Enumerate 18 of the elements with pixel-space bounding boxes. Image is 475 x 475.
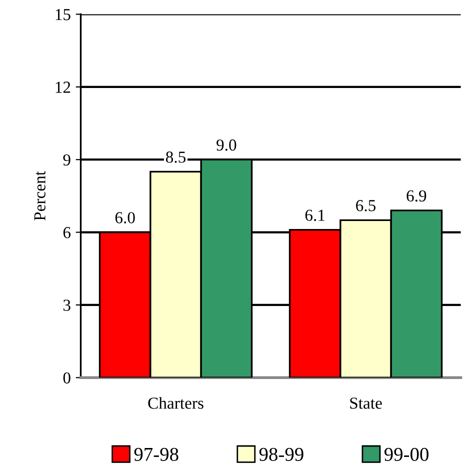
y-tick-label: 3 — [63, 300, 70, 311]
data-label: 6.9 — [406, 190, 426, 202]
data-label: 6.5 — [356, 200, 376, 212]
y-tick-label: 0 — [63, 372, 70, 384]
x-tick-label: Charters — [148, 397, 204, 409]
legend-label: 97-98 — [134, 448, 178, 461]
y-tick-label: 15 — [56, 9, 70, 20]
data-label: 6.1 — [305, 210, 324, 221]
legend-label: 99-00 — [384, 448, 428, 461]
y-axis-title: Percent — [34, 171, 46, 220]
y-tick-label: 6 — [63, 227, 71, 238]
y-tick-label: 12 — [56, 82, 70, 93]
legend-label: 98-99 — [259, 448, 304, 461]
data-label: 6.0 — [115, 212, 135, 224]
y-tick-label: 9 — [63, 154, 70, 166]
data-label: 9.0 — [216, 139, 236, 151]
x-tick-label: State — [350, 398, 382, 409]
data-label: 8.5 — [166, 152, 186, 163]
